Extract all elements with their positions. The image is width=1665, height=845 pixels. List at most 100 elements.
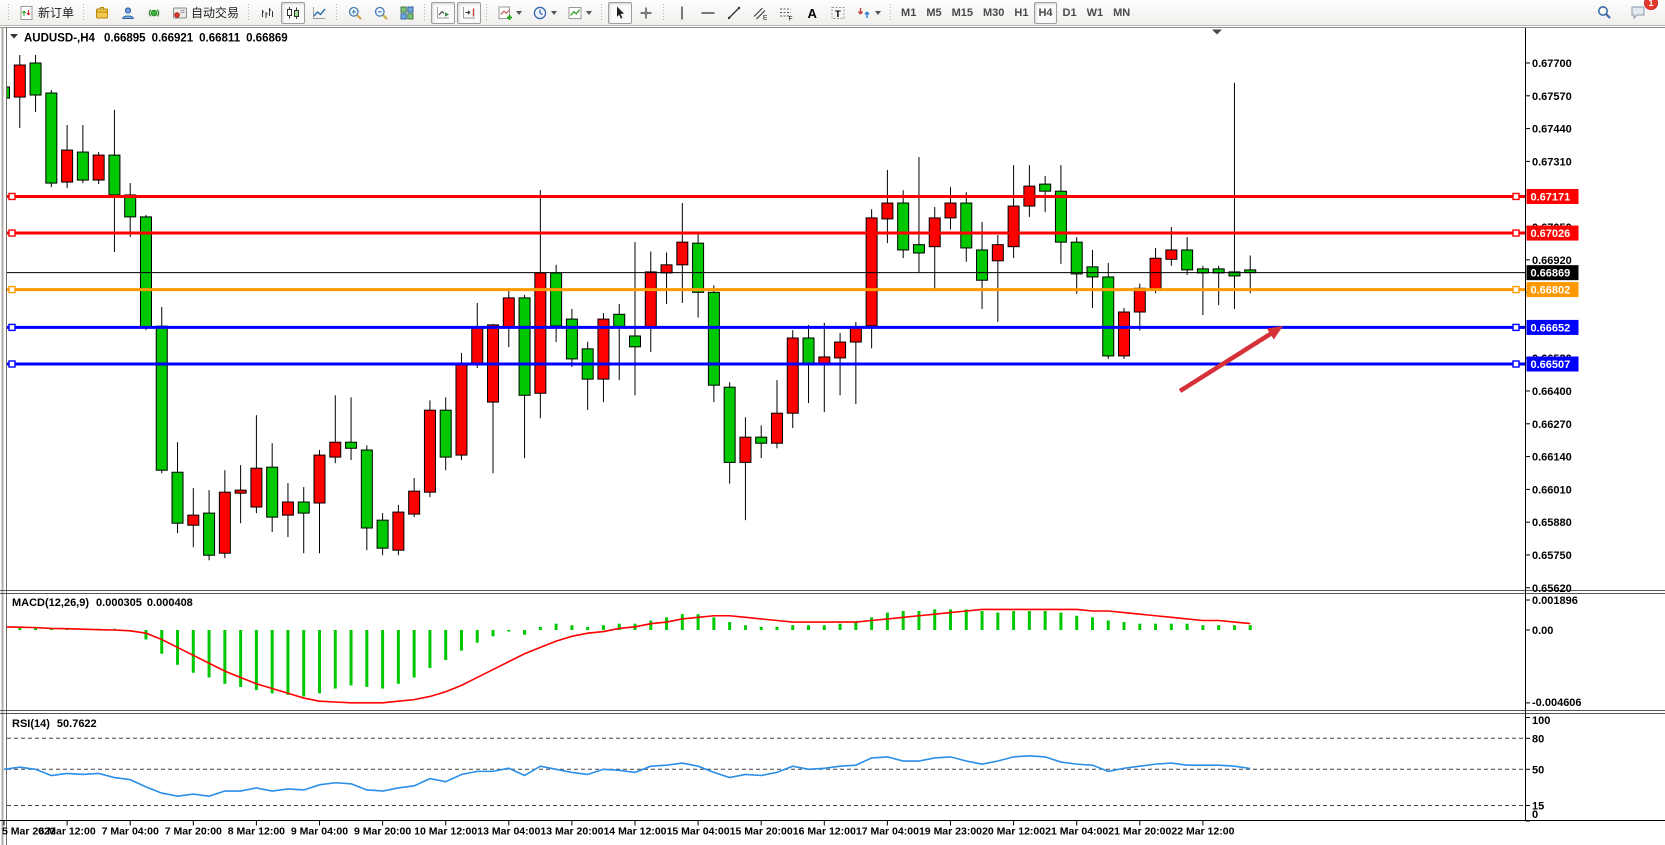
tf-m15-button[interactable]: M15 (948, 2, 977, 24)
tf-h1-button[interactable]: H1 (1010, 2, 1032, 24)
candle-chart-button[interactable] (281, 1, 306, 24)
tf-m30-button[interactable]: M30 (979, 2, 1008, 24)
rsi-panel (3, 737, 1525, 806)
price-badge (1526, 188, 1579, 204)
chat-button[interactable] (1626, 1, 1650, 23)
hline-anchor[interactable] (1512, 192, 1520, 201)
tf-mn-button[interactable]: MN (1109, 2, 1134, 24)
tf-m1-button[interactable]: M1 (897, 2, 920, 24)
candle-body (565, 318, 578, 360)
candle-body (250, 467, 263, 508)
trend-arrow[interactable] (1178, 328, 1277, 393)
auto-scroll-button[interactable] (431, 1, 456, 24)
autotrade-icon (172, 5, 188, 21)
autoscroll-icon (435, 5, 451, 21)
time-axis-label: 10 Mar 12:00 (414, 826, 477, 838)
hline-anchor[interactable] (1512, 285, 1520, 294)
candle-body (187, 514, 200, 526)
text-a-icon: A (804, 5, 820, 21)
hline-anchor[interactable] (8, 323, 16, 332)
zoom-in-button[interactable] (343, 2, 367, 24)
dropdown-caret-icon[interactable] (516, 11, 523, 18)
hline-anchor[interactable] (8, 285, 16, 294)
time-axis-label: 7 Mar 04:00 (102, 826, 159, 838)
tf-h1-button-label: H1 (1014, 6, 1029, 19)
channel-button[interactable]: E (748, 2, 772, 24)
hline-anchor[interactable] (1512, 229, 1520, 237)
time-axis-label: 6 Mar 12:00 (38, 826, 95, 838)
signals-button[interactable] (142, 2, 166, 24)
rsi-scale-label: 100 (1532, 715, 1550, 727)
market-watch-button[interactable] (90, 2, 114, 24)
price-tick-label: 0.66400 (1532, 386, 1572, 398)
candle-body (1118, 311, 1131, 357)
fibonacci-button[interactable]: F (774, 2, 798, 24)
candle-body (1054, 190, 1067, 243)
tf-d1-button-label: D1 (1062, 6, 1077, 19)
price-badge (1526, 356, 1579, 372)
chart-canvas[interactable]: 0.677000.675700.674400.673100.670500.669… (0, 26, 1665, 845)
text-button[interactable]: A (800, 2, 824, 24)
autotrading-button[interactable]: 自动交易 (168, 2, 243, 24)
new-chart-button[interactable] (493, 2, 526, 24)
arrows-button[interactable] (852, 2, 885, 24)
chart-shift-button[interactable] (457, 1, 482, 24)
toolbar-grip (423, 3, 428, 22)
bar-chart-button[interactable] (255, 2, 279, 24)
one-click-trading-toggle[interactable] (10, 34, 18, 39)
hline-anchor[interactable] (8, 360, 16, 368)
price-badge-label: 0.67026 (1531, 228, 1571, 240)
chart-shift-marker[interactable] (1212, 29, 1222, 35)
tf-m5-button[interactable]: M5 (922, 2, 945, 24)
toolbar: 新订单 自动交易 E F A T M1 M5 M15 M30 H1 H4 D1 W1 MN 1 (0, 0, 1665, 26)
price-badge (1526, 265, 1579, 281)
arrow-annotation-layer (1178, 326, 1283, 393)
vertical-line-button[interactable] (670, 2, 694, 24)
text-label-button[interactable]: T (826, 2, 850, 24)
trend-arrow-head[interactable] (1266, 326, 1283, 340)
hline-anchor[interactable] (8, 192, 16, 201)
zoom-in-icon (347, 5, 363, 21)
candle-body (218, 491, 231, 554)
periods-button[interactable] (528, 2, 561, 24)
line-chart-button[interactable] (307, 2, 331, 24)
new-order-button-label: 新订单 (38, 6, 75, 20)
dropdown-caret-icon[interactable] (551, 11, 558, 18)
hline-anchor[interactable] (1512, 323, 1520, 332)
macd-panel (7, 608, 1252, 704)
candle-body (392, 511, 405, 551)
tf-h4-button[interactable]: H4 (1034, 1, 1057, 24)
templates-button[interactable] (563, 2, 596, 24)
hline-anchor[interactable] (1512, 360, 1520, 368)
price-tick-label: 0.65880 (1532, 517, 1572, 529)
price-badge (1526, 319, 1579, 335)
zoom-out-button[interactable] (369, 2, 393, 24)
hline-anchor[interactable] (8, 229, 16, 237)
trendline-button[interactable] (722, 2, 746, 24)
dropdown-caret-icon[interactable] (875, 11, 882, 18)
chartshift-icon (461, 5, 477, 21)
candle-body (1102, 276, 1115, 357)
text-t-icon: T (830, 5, 846, 21)
tile-windows-button[interactable] (395, 2, 419, 24)
candle-body (423, 409, 436, 493)
search-button[interactable] (1592, 1, 1616, 23)
time-axis-label: 14 Mar 12:00 (603, 826, 666, 838)
tf-w1-button[interactable]: W1 (1083, 2, 1108, 24)
svg-text:E: E (763, 14, 768, 21)
cursor-button[interactable] (608, 1, 633, 24)
dropdown-caret-icon[interactable] (586, 11, 593, 18)
tf-d1-button[interactable]: D1 (1059, 2, 1081, 24)
candle-body (1181, 249, 1194, 271)
candle-body (786, 337, 799, 414)
accounts-button[interactable] (116, 2, 140, 24)
price-tick-label: 0.66270 (1532, 419, 1572, 431)
crosshair-button[interactable] (634, 2, 658, 24)
autotrading-button-label: 自动交易 (191, 6, 240, 20)
candle-body (707, 291, 720, 386)
candle-body (376, 519, 389, 549)
new-order-button[interactable]: 新订单 (15, 2, 78, 24)
box-icon (94, 5, 110, 21)
candle-body (834, 341, 847, 359)
horizontal-line-button[interactable] (696, 2, 720, 24)
